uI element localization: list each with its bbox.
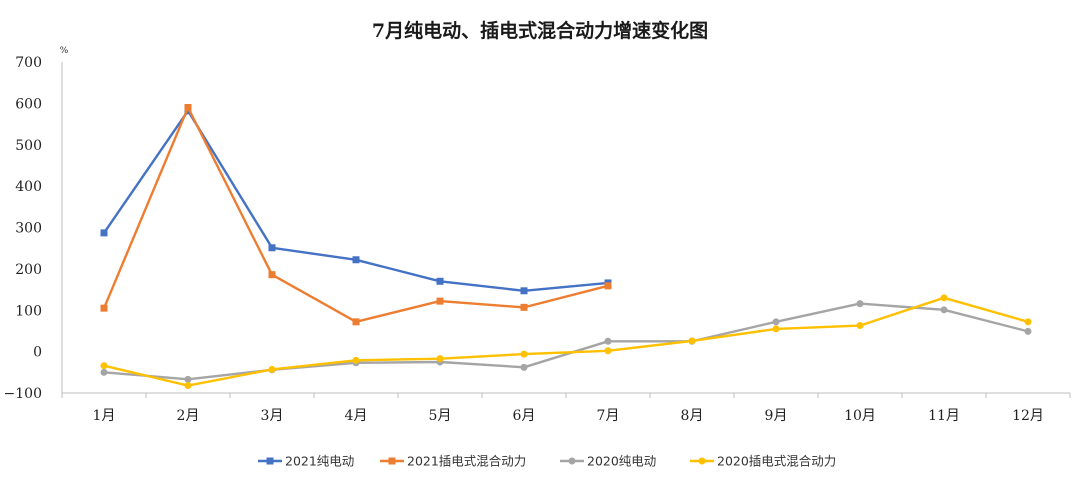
series-line [103,296,1029,387]
data-point-marker [268,244,276,252]
x-tick-label: 3月 [261,408,284,424]
data-point-marker [520,303,528,311]
axes: −100 0 100 200 300 400 500 600 700 1月 2月 3月 4月 5月 6月 7月… [4,55,1071,424]
x-tick-label: 11月 [928,408,960,424]
x-tick-label: 2月 [177,408,200,424]
data-point-marker [604,347,612,355]
data-point-marker [772,318,780,326]
data-point-marker [604,337,612,345]
x-tick-label: 4月 [345,408,368,424]
series-2 [100,104,612,326]
x-tick-label: 10月 [844,408,876,424]
data-point-marker [1024,327,1032,335]
y-tick-label: 200 [15,262,42,278]
data-point-marker [100,368,108,376]
x-tick-label: 6月 [513,408,536,424]
data-point-marker [184,375,192,383]
data-point-marker [688,337,696,345]
data-point-marker [520,287,528,295]
legend-label: 2020纯电动 [587,454,656,469]
data-point-marker [268,365,276,373]
data-point-marker [856,322,864,330]
data-point-marker [940,306,948,314]
legend-marker [698,457,706,465]
data-point-marker [856,300,864,308]
y-tick-label: 0 [33,345,42,361]
data-point-marker [100,362,108,370]
legend-item: 2020纯电动 [560,454,656,469]
series-line [103,109,609,292]
legend-label: 2021纯电动 [285,454,354,469]
data-point-marker [184,382,192,390]
x-tick-label: 12月 [1012,408,1044,424]
data-point-marker [352,356,360,364]
y-tick-label: 500 [15,138,42,154]
x-tick-label: 5月 [429,408,452,424]
data-point-marker [520,350,528,358]
legend-label: 2021插电式混合动力 [407,454,526,469]
data-point-marker [436,277,444,285]
legend-marker [388,457,396,465]
x-tick-label: 7月 [597,408,620,424]
data-point-marker [268,271,276,279]
legend-item: 2021纯电动 [258,454,354,469]
y-tick-label: 700 [15,55,42,71]
legend-marker [266,457,274,465]
data-point-marker [604,282,612,290]
chart-title: 7月纯电动、插电式混合动力增速变化图 [372,19,708,42]
data-point-marker [1024,318,1032,326]
y-tick-label: 600 [15,96,42,112]
legend-item: 2021插电式混合动力 [380,454,526,469]
data-point-marker [772,325,780,333]
data-point-marker [436,297,444,305]
data-point-marker [100,229,108,237]
y-tick-label: 100 [15,303,42,319]
legend-item: 2020插电式混合动力 [690,454,836,469]
legend-marker [568,457,576,465]
y-tick-label: 300 [15,221,42,237]
x-tick-label: 1月 [93,408,116,424]
data-point-marker [940,294,948,302]
x-tick-label: 9月 [765,408,788,424]
series-layer [100,104,1032,390]
data-point-marker [100,304,108,312]
legend: 2021纯电动 2021插电式混合动力 2020纯电动 2020插电式混合动力 [258,454,836,469]
data-point-marker [436,355,444,363]
data-point-marker [352,318,360,326]
data-point-marker [352,256,360,264]
data-point-marker [520,363,528,371]
data-point-marker [184,104,192,112]
y-tick-label: −100 [4,386,42,402]
y-tick-label: 400 [15,179,42,195]
y-axis-unit-label: % [60,46,69,56]
legend-label: 2020插电式混合动力 [717,454,836,469]
series-3 [100,300,1032,383]
x-tick-label: 8月 [681,408,704,424]
series-4 [100,294,1032,390]
